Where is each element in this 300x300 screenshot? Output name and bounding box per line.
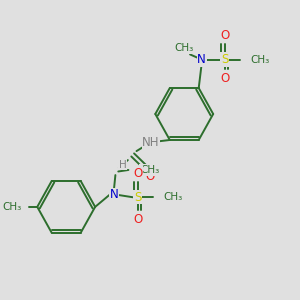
Text: N: N — [110, 188, 118, 201]
Text: CH₃: CH₃ — [175, 44, 194, 53]
Text: O: O — [220, 29, 230, 42]
Text: H: H — [119, 160, 127, 170]
Text: CH₃: CH₃ — [2, 202, 21, 212]
Text: CH₃: CH₃ — [163, 192, 182, 202]
Text: CH₃: CH₃ — [140, 165, 159, 175]
Text: CH₃: CH₃ — [250, 55, 269, 64]
Text: O: O — [220, 72, 230, 85]
Text: N: N — [197, 53, 206, 66]
Text: O: O — [146, 170, 155, 183]
Text: S: S — [134, 191, 141, 204]
Text: NH: NH — [142, 136, 160, 149]
Text: O: O — [133, 213, 142, 226]
Text: S: S — [221, 53, 229, 66]
Text: O: O — [133, 167, 142, 180]
